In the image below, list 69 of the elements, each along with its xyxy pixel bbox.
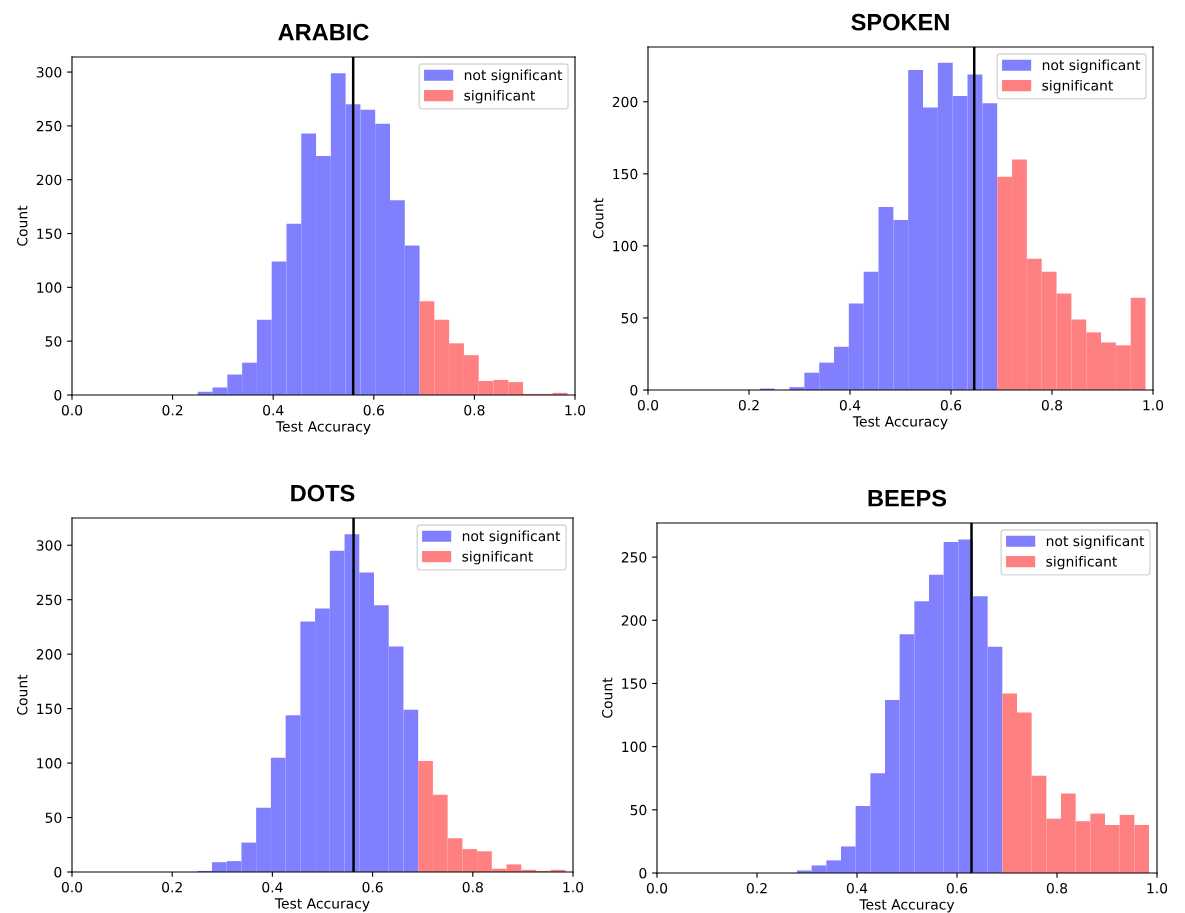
- y-tick-label: 150: [622, 678, 647, 689]
- y-tick-label: 200: [612, 96, 638, 108]
- chart-title: ARABIC: [278, 23, 369, 41]
- x-tick-label: 0.0: [637, 399, 659, 411]
- legend-label: not significant: [1042, 59, 1141, 73]
- x-tick-label: 0.0: [61, 881, 83, 893]
- x-tick-label: 0.4: [262, 881, 283, 893]
- y-tick-label: 50: [630, 804, 647, 816]
- y-tick-label: 200: [36, 174, 62, 186]
- x-tick-label: 0.6: [363, 404, 384, 416]
- y-tick-label: 0: [54, 866, 62, 878]
- y-tick-label: 50: [45, 336, 62, 347]
- legend-label: significant: [1046, 555, 1118, 570]
- x-tick-label: 1.0: [563, 881, 584, 893]
- y-tick-label: 50: [621, 312, 638, 324]
- y-tick-label: 150: [613, 168, 638, 180]
- x-tick-label: 0.8: [462, 881, 483, 893]
- y-tick-label: 100: [37, 282, 62, 293]
- y-tick-label: 50: [45, 812, 62, 824]
- x-tick-label: 0.0: [646, 882, 668, 894]
- legend-label: not significant: [1046, 535, 1145, 549]
- x-tick-label: 1.0: [565, 404, 586, 416]
- x-tick-label: 0.0: [61, 404, 83, 416]
- x-tick-label: 0.6: [946, 882, 968, 894]
- y-tick-label: 250: [36, 594, 62, 606]
- y-axis-title: Count: [602, 677, 613, 718]
- chart-title: BEEPS: [868, 489, 947, 507]
- legend-label: significant: [464, 89, 536, 104]
- legend-label: significant: [462, 550, 534, 565]
- legend-label: significant: [1042, 79, 1114, 94]
- y-tick-label: 100: [613, 240, 638, 252]
- chart-title: SPOKEN: [851, 13, 949, 31]
- y-tick-label: 0: [630, 384, 638, 396]
- y-tick-label: 150: [37, 703, 62, 715]
- y-tick-label: 300: [36, 67, 62, 78]
- legend-label: not significant: [462, 530, 561, 544]
- y-tick-label: 100: [622, 741, 647, 753]
- x-tick-label: 0.2: [746, 882, 767, 894]
- y-tick-label: 200: [621, 615, 647, 626]
- x-tick-label: 0.4: [846, 882, 868, 894]
- x-tick-label: 0.8: [464, 404, 485, 416]
- y-tick-label: 100: [37, 758, 62, 769]
- x-tick-label: 0.2: [162, 404, 183, 416]
- x-tick-label: 0.8: [1046, 882, 1068, 894]
- x-tick-label: 0.6: [940, 399, 962, 411]
- x-axis-title: Test Accuracy: [275, 421, 371, 435]
- y-tick-label: 150: [37, 228, 62, 240]
- x-tick-label: 1.0: [1143, 399, 1164, 411]
- x-tick-label: 0.4: [839, 399, 861, 411]
- chart-title: DOTS: [291, 484, 355, 502]
- x-tick-label: 1.0: [1147, 882, 1168, 894]
- x-tick-label: 0.2: [738, 399, 759, 411]
- y-axis-title: Count: [17, 674, 28, 715]
- x-axis-title: Test Accuracy: [859, 899, 955, 913]
- x-axis-title: Test Accuracy: [852, 416, 948, 430]
- y-tick-label: 250: [621, 552, 647, 563]
- y-tick-label: 0: [54, 389, 62, 401]
- x-axis-title: Test Accuracy: [274, 898, 370, 912]
- x-tick-label: 0.2: [162, 881, 182, 893]
- x-tick-label: 0.4: [263, 404, 284, 416]
- y-tick-label: 200: [36, 649, 62, 660]
- y-axis-title: Count: [17, 205, 28, 246]
- y-tick-label: 300: [36, 540, 62, 551]
- legend-label: not significant: [464, 69, 563, 83]
- x-tick-label: 0.6: [362, 881, 383, 893]
- y-tick-label: 250: [36, 120, 62, 132]
- y-axis-title: Count: [593, 198, 604, 239]
- y-tick-label: 0: [639, 867, 647, 879]
- x-tick-label: 0.8: [1041, 399, 1063, 411]
